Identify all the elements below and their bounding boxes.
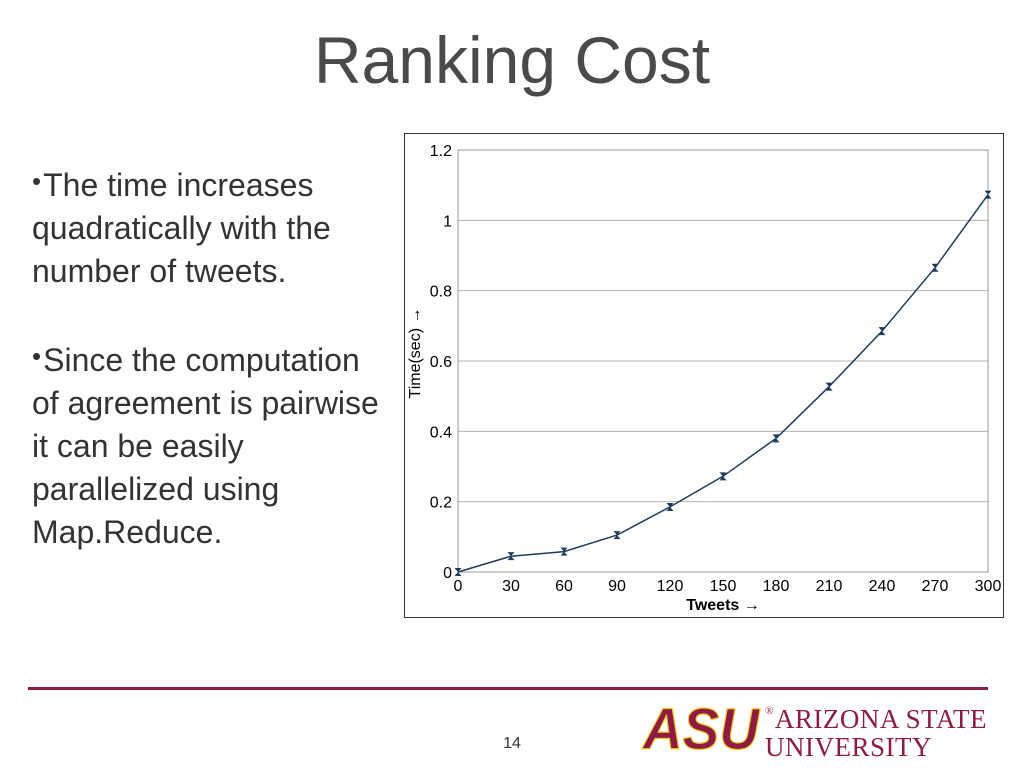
data-point xyxy=(878,327,886,336)
asu-logo-mark-text: ASU xyxy=(641,697,761,753)
asu-logo-mark: ASU xyxy=(641,696,761,753)
logo-line-1: ARIZONA STATE xyxy=(774,704,987,734)
bullet-icon: • xyxy=(32,341,42,371)
x-axis-label: Tweets → xyxy=(686,597,760,614)
y-tick-label: 0 xyxy=(443,565,452,582)
bullet-text: The time increases quadratically with th… xyxy=(32,167,331,289)
slide-title: Ranking Cost xyxy=(313,23,711,97)
series-line xyxy=(457,194,989,573)
logo-line-2: UNIVERSITY xyxy=(765,732,932,762)
data-point xyxy=(560,547,568,556)
registered-mark: ® xyxy=(765,705,774,717)
x-tick-label: 150 xyxy=(710,578,737,595)
line-chart: 0 0.2 0.4 0.6 0.8 1 1.2 0 30 60 90 120 150 180 210 240… xyxy=(407,143,1002,614)
data-point xyxy=(825,382,833,391)
x-tick-label: 30 xyxy=(502,578,520,595)
y-tick-label: 0.8 xyxy=(430,284,452,301)
y-tick-labels: 0 0.2 0.4 0.6 0.8 1 1.2 xyxy=(430,143,452,582)
data-point xyxy=(613,531,621,540)
plot-area xyxy=(457,149,989,573)
x-tick-label: 210 xyxy=(816,578,843,595)
footer-divider xyxy=(28,687,988,690)
y-tick-label: 0.6 xyxy=(430,354,452,371)
data-point xyxy=(454,568,462,576)
data-point xyxy=(666,502,674,511)
page-number: 14 xyxy=(503,735,521,752)
x-tick-labels: 0 30 60 90 120 150 180 210 240 270 300 xyxy=(454,578,1002,595)
data-point xyxy=(507,552,515,561)
chart-frame: 0 0.2 0.4 0.6 0.8 1 1.2 0 30 60 90 120 150 180 210 240… xyxy=(404,133,1004,618)
bullet-list: •The time increases quadratically with t… xyxy=(32,160,392,596)
x-tick-label: 180 xyxy=(763,578,790,595)
data-point xyxy=(772,434,780,443)
x-tick-label: 60 xyxy=(555,578,573,595)
x-tick-label: 270 xyxy=(922,578,949,595)
bullet-text: Since the computation of agreement is pa… xyxy=(32,342,379,550)
bullet-item: •Since the computation of agreement is p… xyxy=(32,335,392,554)
grid-layer xyxy=(458,149,988,573)
asu-logo-wordmark: ®ARIZONA STATE UNIVERSITY xyxy=(765,697,986,761)
data-point xyxy=(719,472,727,481)
data-points xyxy=(454,190,992,576)
y-tick-label: 1.2 xyxy=(430,143,452,160)
y-tick-label: 1 xyxy=(443,213,452,230)
x-tick-label: 300 xyxy=(975,578,1002,595)
y-axis-label: Time(sec) → xyxy=(407,308,424,399)
x-tick-label: 240 xyxy=(869,578,896,595)
x-tick-label: 120 xyxy=(657,578,684,595)
data-point xyxy=(931,263,939,272)
bullet-item: •The time increases quadratically with t… xyxy=(32,160,392,293)
data-point xyxy=(984,190,992,199)
asu-logo: ASU ®ARIZONA STATE UNIVERSITY xyxy=(641,695,986,761)
x-tick-label: 0 xyxy=(454,578,463,595)
y-tick-label: 0.2 xyxy=(430,495,452,512)
bullet-icon: • xyxy=(32,166,42,196)
x-tick-label: 90 xyxy=(608,578,626,595)
y-tick-label: 0.4 xyxy=(430,424,452,441)
